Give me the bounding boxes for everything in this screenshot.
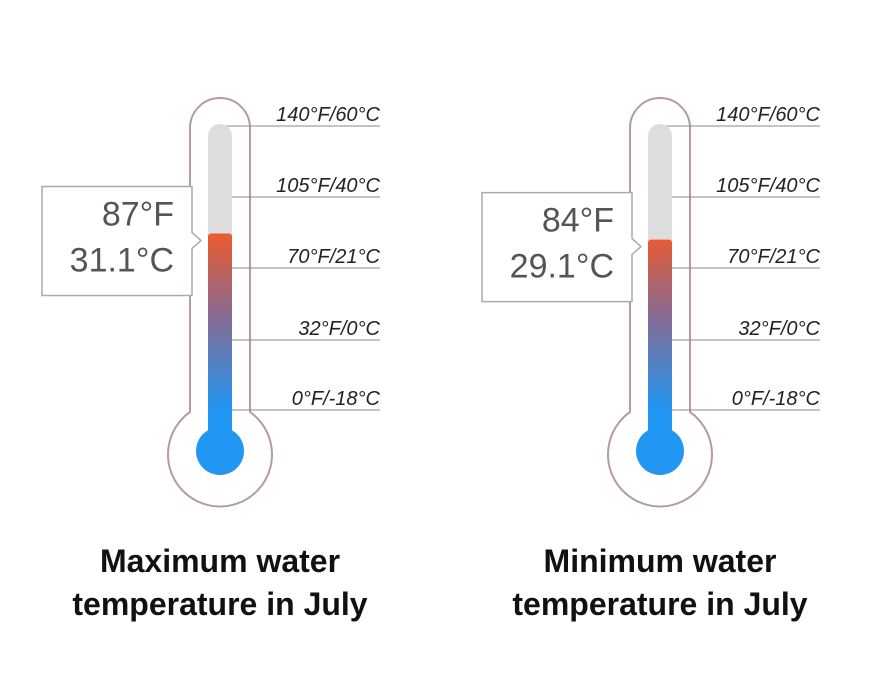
caption-minimum: Minimum water temperature in July (460, 540, 860, 626)
readout-callout (481, 191, 643, 303)
mercury-column (208, 233, 232, 440)
readout-fahrenheit: 87°F (102, 196, 174, 234)
tick-label: 70°F/21°C (287, 246, 380, 268)
tick-label: 140°F/60°C (716, 104, 820, 126)
readout-fahrenheit: 84°F (542, 202, 614, 240)
tick-label: 32°F/0°C (738, 318, 820, 340)
tick-label: 70°F/21°C (727, 246, 820, 268)
thermometer-bulb (196, 427, 244, 475)
thermometer-minimum: 0°F/-18°C 32°F/0°C 70°F/21°C 105°F/40°C 140°… (481, 97, 821, 508)
caption-minimum-line-1: Minimum water (543, 543, 777, 579)
caption-maximum-line-1: Maximum water (99, 543, 341, 579)
mercury-column (648, 239, 672, 440)
tick-label: 105°F/40°C (716, 175, 820, 197)
tick-label: 105°F/40°C (276, 175, 380, 197)
tick-label: 140°F/60°C (276, 104, 380, 126)
tick-label: 0°F/-18°C (732, 388, 821, 410)
caption-maximum: Maximum water temperature in July (20, 540, 420, 626)
tick-label: 32°F/0°C (298, 318, 380, 340)
thermometer-bulb (636, 427, 684, 475)
readout-celsius: 29.1°C (510, 248, 614, 286)
tick-label: 0°F/-18°C (292, 388, 381, 410)
readout-callout (41, 185, 203, 297)
thermometer-maximum: 0°F/-18°C 32°F/0°C 70°F/21°C 105°F/40°C 140°… (41, 97, 381, 508)
caption-maximum-line-2: temperature in July (72, 586, 368, 622)
caption-minimum-line-2: temperature in July (512, 586, 808, 622)
readout-celsius: 31.1°C (70, 242, 174, 280)
